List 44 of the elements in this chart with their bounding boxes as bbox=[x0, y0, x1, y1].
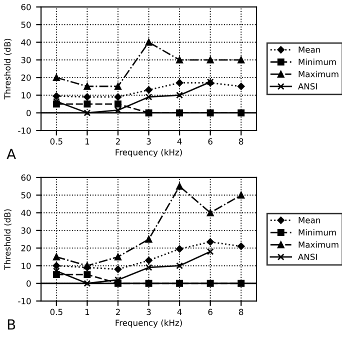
x-tick-label: 2 bbox=[116, 138, 120, 144]
text: A bbox=[6, 148, 16, 160]
x-tick-label: 1 bbox=[85, 308, 90, 315]
y-tick-label: 0 bbox=[26, 280, 31, 287]
x-tick-label: 0.5 bbox=[50, 138, 62, 145]
legend-label: Mean bbox=[298, 217, 320, 224]
x-tick-label: 0.5 bbox=[50, 308, 62, 316]
y-tick-label: 0 bbox=[26, 110, 31, 116]
x-tick-label: 4 bbox=[177, 308, 182, 315]
y-tick-label: -10 bbox=[18, 127, 31, 134]
x-tick-label: 2 bbox=[116, 308, 120, 315]
y-tick-label: 10 bbox=[22, 92, 31, 98]
y-axis-title: Threshold (dB) bbox=[4, 38, 12, 100]
x-tick-label: 3 bbox=[146, 138, 151, 145]
x-tick-label: 6 bbox=[208, 308, 212, 316]
legend-label: ANSI bbox=[298, 83, 317, 90]
legend-label: ANSI bbox=[298, 254, 317, 260]
x-tick-label: 3 bbox=[146, 308, 151, 316]
legend-label: Maximum bbox=[298, 70, 338, 78]
y-tick-label: 50 bbox=[21, 192, 31, 198]
y-axis-title: Threshold (dB) bbox=[4, 209, 12, 270]
y-tick-label: 40 bbox=[21, 210, 31, 216]
text: B bbox=[8, 319, 16, 330]
x-axis-title: Frequency (kHz) bbox=[116, 320, 182, 328]
legend-label: Maximum bbox=[298, 241, 338, 248]
x-tick-label: 1 bbox=[85, 138, 90, 144]
legend-label: Mean bbox=[298, 46, 320, 53]
legend-label: Minimum bbox=[298, 229, 336, 236]
y-tick-label: 60 bbox=[21, 174, 31, 181]
y-tick-label: 20 bbox=[21, 245, 31, 252]
y-tick-label: -10 bbox=[18, 298, 31, 304]
x-tick-label: 8 bbox=[239, 138, 244, 145]
y-tick-label: 30 bbox=[21, 227, 31, 234]
y-tick-label: 30 bbox=[21, 56, 31, 64]
x-tick-label: 6 bbox=[208, 138, 212, 145]
y-tick-label: 20 bbox=[21, 74, 31, 81]
y-tick-label: 50 bbox=[21, 22, 31, 28]
y-tick-label: 60 bbox=[21, 4, 31, 10]
legend-label: Minimum bbox=[298, 58, 336, 66]
x-tick-label: 4 bbox=[177, 138, 182, 144]
y-tick-label: 40 bbox=[21, 39, 31, 46]
y-tick-label: 10 bbox=[22, 262, 31, 270]
x-tick-label: 8 bbox=[239, 308, 244, 316]
x-axis-title: Frequency (kHz) bbox=[116, 148, 182, 158]
